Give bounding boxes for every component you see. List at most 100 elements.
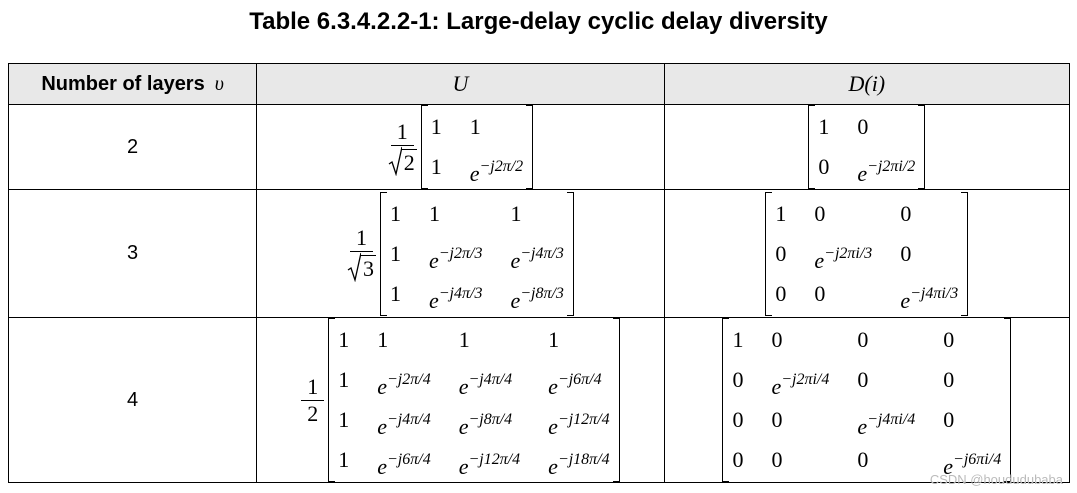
entry-exponent: −j6π/4	[557, 371, 602, 388]
entry-base: e	[428, 287, 439, 313]
matrix-entry: 0	[857, 360, 915, 400]
entry-text: 0	[771, 327, 783, 352]
matrix-entry: e−j6πi/4	[943, 440, 1001, 480]
denominator: 3	[347, 252, 376, 282]
entry-text: 1	[430, 154, 442, 179]
entry-exponent: −j2π/4	[387, 371, 431, 388]
matrix-entry: 0	[857, 107, 915, 147]
u-cell: 1 3 1 1 1 1 e−j2π/3 e−j4π/3 1 e−j4π/3 e−j8π/3	[256, 189, 665, 318]
matrix-entry: 1	[338, 440, 349, 480]
matrix-entry: 0	[814, 194, 872, 234]
entry-exponent: −j2πi/2	[867, 158, 916, 175]
matrix-entry: e−j6π/4	[548, 360, 609, 400]
table: Number of layers υ U D(i) 2 1 2 1 1 1 e−j2π/2 1 0…	[7, 63, 1071, 483]
entry-base: e	[510, 287, 521, 313]
matrix-entry: 0	[943, 400, 1001, 440]
header-row: Number of layers υ U D(i)	[7, 63, 1071, 105]
entry-text: 0	[857, 447, 869, 472]
matrix-entry: 1	[548, 320, 609, 360]
entry-text: 0	[771, 447, 783, 472]
entry-text: 0	[771, 407, 783, 432]
numerator: 1	[390, 119, 414, 146]
matrix-entry: 0	[771, 320, 829, 360]
matrix-entry: 0	[857, 440, 915, 480]
entry-text: 0	[732, 407, 744, 432]
math-u: 1 2 1 1 1 e−j2π/2	[388, 105, 534, 189]
entry-base: e	[548, 454, 558, 479]
matrix-entry: 1	[377, 320, 430, 360]
matrix: 1 1 1 e−j2π/2	[420, 105, 534, 189]
entry-exponent: −j2πi/4	[781, 371, 830, 388]
entry-base: e	[548, 414, 558, 439]
matrix-entry: 1	[338, 360, 349, 400]
matrix-entry: 1	[775, 194, 786, 234]
math-u: 1 3 1 1 1 1 e−j2π/3 e−j4π/3 1 e−j4π/3 e−j8π/3	[347, 191, 574, 316]
entry-base: e	[943, 454, 954, 479]
entry-text: 1	[389, 200, 401, 226]
denominator: 2	[307, 401, 318, 427]
entry-text: 1	[732, 327, 744, 352]
entry-text: 0	[943, 367, 955, 392]
denominator: 2	[388, 146, 417, 176]
matrix: 1 1 1 1 e−j2π/3 e−j4π/3 1 e−j4π/3 e−j8π/3	[379, 191, 574, 316]
matrix-entry: 0	[732, 440, 743, 480]
math-d: 1 0 0 0 e−j2πi/3 0 0 0 e−j4πi/3	[765, 191, 969, 316]
matrix-entry: e−j6π/4	[377, 440, 430, 480]
entry-exponent: −j4π/3	[520, 244, 564, 262]
matrix-entry: 0	[775, 234, 786, 274]
radicand: 3	[360, 255, 376, 281]
entry-exponent: −j4π/4	[468, 371, 513, 388]
matrix-entry: e−j2πi/4	[771, 360, 829, 400]
entry-base: e	[814, 247, 825, 273]
entry-text: 1	[377, 327, 389, 352]
matrix-entry: e−j2πi/3	[814, 234, 872, 274]
header-cell: U	[256, 63, 665, 105]
matrix-entry: 1	[431, 107, 442, 147]
matrix: 1 0 0 0 0 e−j2πi/4 0 0 0 0 e−j4πi/4 0 0 0 0 e−j6πi/4	[722, 318, 1011, 482]
matrix-entry: 1	[390, 274, 401, 314]
matrix: 1 1 1 1 1 e−j2π/4 e−j4π/4 e−j6π/4 1 e−j4π/4 e−j8π/…	[328, 318, 621, 482]
matrix-entry: e−j4π/4	[459, 360, 520, 400]
matrix-entry: 1	[390, 194, 401, 234]
entry-text: 0	[900, 240, 912, 266]
entry-exponent: −j12π/4	[557, 411, 610, 428]
matrix-entry: 0	[771, 400, 829, 440]
entry-exponent: −j2πi/3	[824, 244, 873, 262]
matrix-entry: 0	[818, 147, 829, 187]
entry-text: 0	[732, 367, 744, 392]
entry-text: 0	[857, 327, 869, 352]
entry-text: 0	[943, 327, 955, 352]
entry-text: 0	[857, 367, 869, 392]
matrix-entry: 0	[900, 234, 958, 274]
entry-text: 0	[775, 240, 787, 266]
matrix: 1 0 0 0 e−j2πi/3 0 0 0 e−j4πi/3	[765, 191, 969, 316]
radical-sign	[388, 146, 402, 176]
entry-text: 0	[775, 280, 787, 306]
entry-exponent: −j12π/4	[468, 451, 521, 468]
entry-exponent: −j4πi/3	[910, 284, 959, 302]
matrix-entry: e−j4πi/3	[900, 274, 958, 314]
entry-base: e	[377, 414, 387, 439]
entry-text: 1	[818, 114, 830, 139]
table-title: Table 6.3.4.2.2-1: Large-delay cyclic de…	[249, 8, 828, 35]
radicand: 2	[401, 148, 417, 175]
matrix-entry: 1	[470, 107, 523, 147]
matrix-entry: e−j4π/3	[429, 274, 482, 314]
layers-cell: 4	[7, 317, 258, 483]
entry-text: 1	[338, 407, 350, 432]
matrix-entry: e−j4πi/4	[857, 400, 915, 440]
entry-text: 1	[458, 327, 470, 352]
matrix-entry: 0	[732, 360, 743, 400]
entry-base: e	[857, 414, 868, 439]
u-cell: 1 2 1 1 1 1 1 e−j2π/4 e−j4π/4 e−j6π/4 1 e−j4π/4 e−j8…	[256, 317, 665, 483]
entry-text: 1	[548, 327, 560, 352]
layers-cell: 3	[7, 189, 258, 318]
entry-text: 1	[389, 240, 401, 266]
matrix-entry: e−j2π/4	[377, 360, 430, 400]
numerator: 1	[301, 374, 325, 401]
layers-cell: 2	[7, 104, 258, 190]
watermark: CSDN @hoududubaba	[929, 472, 1063, 487]
entry-text: 0	[814, 200, 826, 226]
